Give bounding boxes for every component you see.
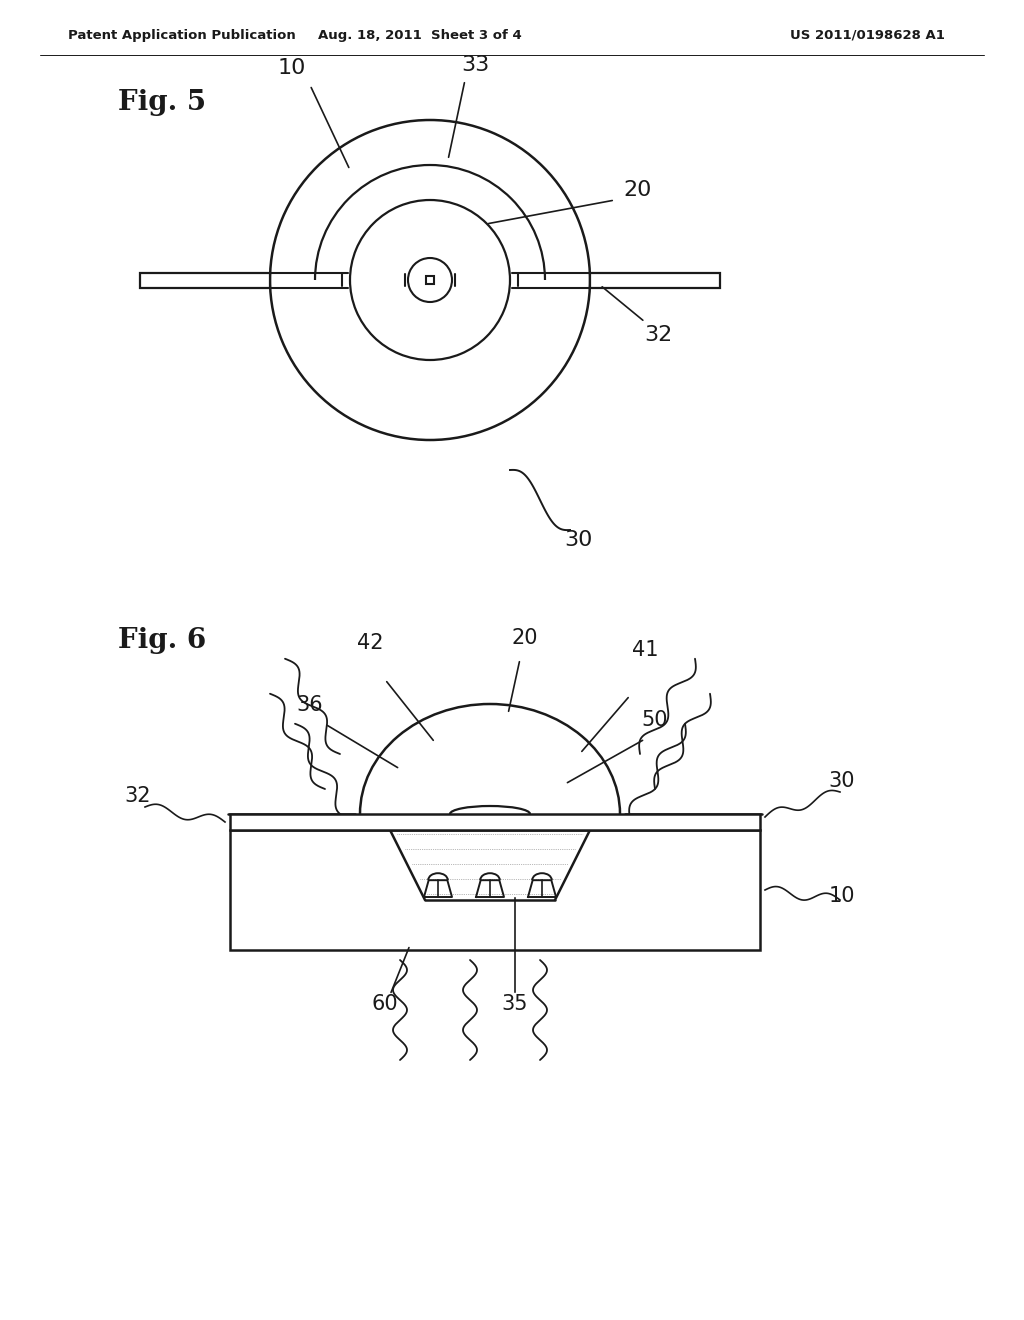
Text: 41: 41 (632, 640, 658, 660)
Text: 30: 30 (828, 771, 855, 791)
Text: 10: 10 (278, 58, 306, 78)
Bar (426, 276, 434, 284)
Bar (590, 272, 720, 288)
Bar (230, 830, 760, 950)
Text: 10: 10 (828, 886, 855, 906)
Text: 20: 20 (512, 628, 539, 648)
Bar (140, 272, 270, 288)
Text: 50: 50 (642, 710, 669, 730)
Text: US 2011/0198628 A1: US 2011/0198628 A1 (790, 29, 945, 41)
Text: 42: 42 (356, 634, 383, 653)
Text: Fig. 6: Fig. 6 (118, 627, 206, 653)
Text: 33: 33 (461, 55, 489, 75)
Text: 20: 20 (624, 180, 652, 201)
Text: Fig. 5: Fig. 5 (118, 88, 206, 116)
Bar (230, 814, 760, 830)
Text: 32: 32 (125, 785, 152, 807)
Text: 32: 32 (644, 325, 672, 345)
Text: 36: 36 (297, 696, 324, 715)
Text: Aug. 18, 2011  Sheet 3 of 4: Aug. 18, 2011 Sheet 3 of 4 (318, 29, 522, 41)
Text: 35: 35 (502, 994, 528, 1014)
Text: Patent Application Publication: Patent Application Publication (68, 29, 296, 41)
Text: 30: 30 (564, 531, 592, 550)
Text: 60: 60 (372, 994, 398, 1014)
